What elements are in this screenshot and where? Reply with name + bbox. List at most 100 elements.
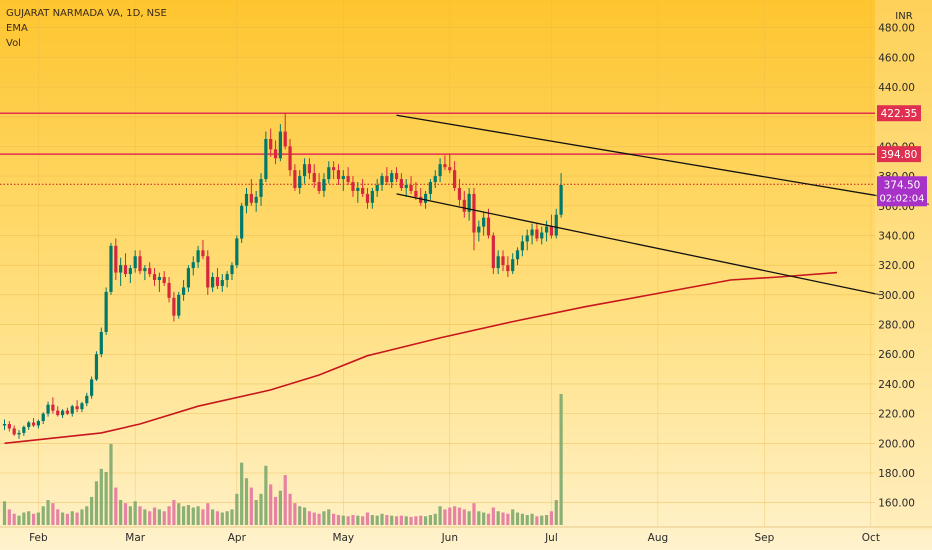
price-tick-label: 260.00 bbox=[878, 349, 915, 361]
volume-bar bbox=[365, 512, 370, 525]
candle-body bbox=[317, 182, 321, 191]
volume-bar bbox=[7, 509, 11, 525]
candle-body bbox=[535, 229, 539, 239]
price-tick-label: 280.00 bbox=[878, 320, 915, 332]
candle-body bbox=[293, 170, 297, 188]
volume-bar bbox=[433, 513, 437, 525]
candle-body bbox=[133, 256, 137, 269]
level-price-tag bbox=[877, 146, 921, 163]
candle-body bbox=[409, 185, 413, 191]
volume-bar bbox=[31, 513, 36, 525]
volume-bar bbox=[167, 506, 171, 525]
candle-body bbox=[211, 277, 215, 288]
volume-bar bbox=[56, 509, 60, 525]
volume-bar bbox=[336, 515, 341, 525]
price-axis[interactable]: INR 160.00 180.00 200.00 220.00 240.00 260.00… bbox=[875, 0, 932, 530]
volume-bar bbox=[467, 511, 471, 525]
volume-bar bbox=[60, 512, 65, 525]
candle-body bbox=[109, 245, 113, 292]
trendline bbox=[396, 114, 930, 205]
candle-body bbox=[119, 265, 123, 273]
volume-bar bbox=[2, 501, 7, 525]
candle-body bbox=[312, 173, 316, 183]
time-tick-label: Aug bbox=[648, 532, 669, 544]
candle-body bbox=[264, 138, 268, 180]
candle-body bbox=[453, 170, 457, 188]
volume-bar bbox=[162, 511, 166, 525]
candle-body bbox=[496, 256, 500, 269]
candle-body bbox=[375, 185, 379, 191]
volume-bar bbox=[453, 506, 457, 525]
horizontal-levels bbox=[0, 112, 875, 185]
volume-bar bbox=[41, 506, 45, 525]
volume-bar bbox=[419, 515, 423, 525]
indicator-volume[interactable]: Vol bbox=[6, 38, 21, 49]
volume-bar bbox=[196, 506, 200, 525]
candle-body bbox=[27, 422, 31, 427]
candle-body bbox=[65, 410, 70, 414]
volume-bar bbox=[143, 509, 147, 525]
volume-bar bbox=[220, 512, 224, 525]
candle-body bbox=[332, 167, 336, 171]
volume-bar bbox=[443, 509, 447, 525]
time-tick-label: Apr bbox=[228, 532, 247, 544]
volume-bar bbox=[259, 493, 263, 525]
volume-bar bbox=[394, 516, 399, 525]
candle-body bbox=[206, 256, 210, 288]
volume-bar bbox=[535, 516, 539, 525]
volume-bar bbox=[515, 512, 520, 525]
candle-body bbox=[346, 176, 350, 183]
candle-body bbox=[36, 421, 40, 426]
candle-body bbox=[143, 268, 147, 272]
candle-body bbox=[302, 164, 307, 177]
trendline bbox=[396, 193, 881, 296]
time-tick-label: May bbox=[332, 532, 354, 544]
volume-bar bbox=[486, 513, 491, 525]
candle-body bbox=[433, 176, 437, 183]
volume-bar bbox=[288, 493, 292, 525]
volume-bar bbox=[172, 500, 176, 525]
time-axis[interactable]: FebMarAprMayJunJulAugSepOctNov bbox=[0, 526, 932, 544]
candle-body bbox=[75, 406, 79, 410]
volume-bar bbox=[114, 487, 118, 525]
candle-body bbox=[278, 131, 282, 159]
volume-bar bbox=[322, 511, 326, 525]
volume-bar bbox=[128, 506, 132, 525]
candle-body bbox=[162, 277, 166, 283]
volume-bar bbox=[496, 511, 500, 525]
price-tick-label: 220.00 bbox=[878, 409, 915, 421]
candle-body bbox=[298, 176, 302, 188]
volume-bar bbox=[409, 516, 413, 525]
candle-body bbox=[80, 403, 84, 410]
candle-body bbox=[94, 354, 99, 380]
volume-bar bbox=[215, 511, 220, 525]
candle-body bbox=[501, 256, 505, 266]
volume-bar bbox=[264, 465, 268, 525]
candle-body bbox=[138, 256, 142, 272]
volume-bar bbox=[346, 516, 350, 525]
volume-bar bbox=[477, 511, 481, 525]
volume-bar bbox=[148, 511, 152, 525]
volume-bar bbox=[482, 512, 486, 525]
volume-layer bbox=[2, 394, 563, 525]
candle-body bbox=[85, 395, 89, 404]
price-tick-label: 200.00 bbox=[878, 438, 915, 450]
volume-bar bbox=[361, 516, 365, 525]
volume-bar bbox=[370, 515, 374, 525]
candle-body bbox=[341, 176, 345, 180]
symbol-title[interactable]: GUJARAT NARMADA VA, 1D, NSE bbox=[6, 8, 167, 19]
volume-bar bbox=[462, 509, 466, 525]
volume-bar bbox=[293, 503, 297, 525]
candle-body bbox=[283, 131, 287, 147]
candle-body bbox=[482, 217, 486, 227]
candle-body bbox=[486, 217, 491, 236]
level-price-text: 422.35 bbox=[881, 108, 918, 120]
volume-bar bbox=[491, 507, 495, 525]
chart-legend[interactable]: GUJARAT NARMADA VA, 1D, NSE EMA Vol bbox=[6, 6, 167, 51]
time-tick-label: Jun bbox=[441, 532, 458, 544]
volume-bar bbox=[472, 503, 476, 525]
volume-bar bbox=[230, 509, 234, 525]
indicator-ema[interactable]: EMA bbox=[6, 23, 28, 34]
